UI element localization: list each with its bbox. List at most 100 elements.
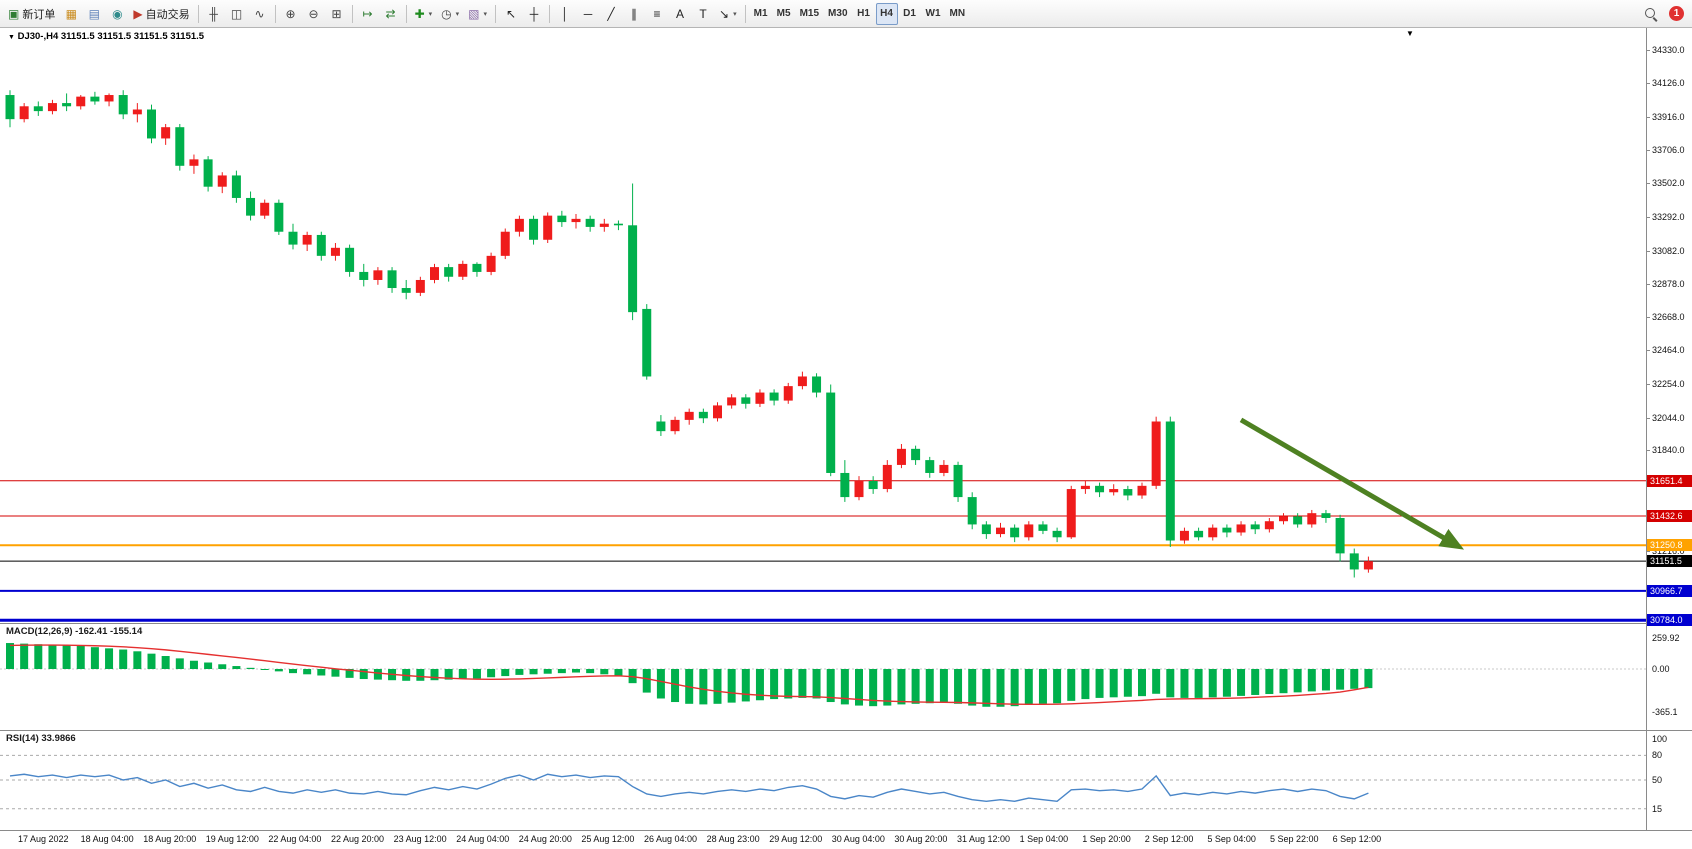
candle-body [514, 218, 524, 232]
price-axis[interactable] [1646, 28, 1692, 831]
timeframe-button-d1[interactable]: D1 [903, 8, 916, 19]
macd-histogram-bar [1321, 669, 1330, 691]
arrows-button[interactable]: ↘ ▾ [715, 3, 741, 25]
text-button[interactable]: A [669, 3, 691, 25]
macd-histogram-bar [218, 664, 227, 669]
trendline-button[interactable]: ╱ [600, 3, 622, 25]
indicators-button[interactable]: ✚ ▾ [411, 3, 437, 25]
macd-histogram-bar [189, 660, 198, 669]
time-axis-label: 30 Aug 04:00 [831, 834, 885, 844]
fibonacci-button[interactable]: ≡ [646, 3, 668, 25]
label-button[interactable]: T [692, 3, 714, 25]
candle-body [996, 527, 1005, 535]
time-axis-label: 6 Sep 12:00 [1332, 834, 1382, 844]
price-axis-label: 31840.0 [1652, 445, 1685, 456]
rsi-scale-label: 50 [1652, 775, 1663, 785]
symbol-menu-icon[interactable]: ▼ [8, 34, 15, 41]
timeframe-button-h1[interactable]: H1 [857, 8, 870, 19]
ohlc-bar-chart-button[interactable]: ╫ [203, 3, 225, 25]
price-axis-label: 33082.0 [1652, 245, 1685, 256]
time-axis[interactable]: 17 Aug 2022 18 Aug 04:00 18 Aug 20:00 19 Au… [0, 831, 1692, 849]
candle-body [911, 448, 921, 461]
candle-body [1123, 489, 1133, 496]
timeframe-button-m5[interactable]: M5 [776, 8, 791, 19]
chart-shift-button[interactable]: ⇄ [380, 3, 402, 25]
macd-histogram-bar [430, 669, 439, 681]
macd-histogram-bar [246, 667, 255, 669]
search-button[interactable] [1640, 3, 1662, 25]
sound-button[interactable]: ◉ [106, 3, 128, 25]
macd-histogram-bar [1293, 669, 1302, 693]
macd-scale-label: 0.00 [1652, 664, 1670, 674]
price-axis-tick [1646, 550, 1650, 552]
candle-body [868, 481, 878, 490]
dropdown-arrow-icon[interactable]: ▾ [483, 10, 488, 18]
notification-badge[interactable]: 1 [1669, 6, 1684, 21]
rsi-scale-label: 15 [1652, 803, 1663, 814]
time-axis-label: 17 Aug 2022 [18, 834, 69, 844]
dropdown-arrow-icon[interactable]: ▾ [428, 10, 433, 18]
price-level-chip: 30784.0 [1647, 614, 1692, 627]
auto-trading-button[interactable]: ▶ 自动交易 [129, 3, 193, 25]
trend-arrow-annotation[interactable] [1239, 417, 1465, 550]
dropdown-arrow-icon[interactable]: ▾ [733, 10, 737, 18]
timeframe-button-m1[interactable]: M1 [753, 8, 768, 19]
scroll-to-end-marker[interactable]: ▼ [1406, 29, 1414, 38]
auto-scroll-button[interactable]: ↦ [357, 3, 379, 25]
price-level-chip: 31651.4 [1647, 474, 1692, 487]
candle-body [1250, 524, 1260, 530]
periods-button[interactable]: ◷ ▾ [437, 3, 463, 25]
horizontal-line-button[interactable]: ─ [577, 3, 599, 25]
charts-button[interactable]: ▦ [60, 3, 82, 25]
candle-body [939, 464, 949, 473]
candle-body [486, 255, 496, 272]
candle-body [670, 419, 680, 432]
macd-histogram-bar [501, 669, 510, 677]
time-axis-label: 1 Sep 20:00 [1082, 834, 1131, 844]
zoom-out-button[interactable]: ⊖ [303, 3, 325, 25]
candle-body [755, 392, 765, 404]
macd-histogram-bar [897, 669, 906, 705]
timeframe-button-mn[interactable]: MN [949, 8, 966, 19]
dropdown-arrow-icon[interactable]: ▾ [455, 10, 460, 18]
candle-body [1349, 553, 1359, 570]
profiles-button[interactable]: ▤ [83, 3, 105, 25]
time-axis-label: 23 Aug 12:00 [393, 834, 447, 844]
candle-body [1321, 513, 1331, 518]
candle-body [217, 175, 227, 187]
cursor-button[interactable]: ↖ [500, 3, 522, 25]
timeframe-button-w1[interactable]: W1 [925, 8, 941, 19]
timeframe-button-h4[interactable]: H4 [875, 2, 898, 25]
price-axis-tick [1646, 250, 1650, 252]
time-axis-label: 18 Aug 04:00 [80, 834, 134, 844]
time-axis-label: 28 Aug 23:00 [706, 834, 760, 844]
timeframe-button-m15[interactable]: M15 [799, 8, 820, 19]
line-chart-button[interactable]: ∿ [249, 3, 271, 25]
price-axis-tick [1646, 150, 1650, 152]
candlestick-icon: ◫ [230, 6, 243, 21]
channel-button[interactable]: ∥ [623, 3, 645, 25]
tile-windows-button[interactable]: ⊞ [326, 3, 348, 25]
timeframe-button-m30[interactable]: M30 [828, 8, 848, 19]
candle-body [981, 524, 991, 535]
macd-histogram-bar [1180, 669, 1189, 698]
vertical-line-button[interactable]: │ [554, 3, 576, 25]
price-level-chip: 30966.7 [1647, 584, 1692, 597]
crosshair-button[interactable]: ┼ [523, 3, 545, 25]
new-order-button[interactable]: ▣ 新订单 [4, 3, 59, 25]
candle-body [316, 234, 326, 256]
macd-histogram-bar [656, 669, 665, 699]
macd-histogram-bar [331, 669, 340, 677]
macd-histogram-bar [373, 669, 382, 680]
panel-separator[interactable] [0, 730, 1692, 731]
macd-histogram-bar [204, 662, 213, 669]
zoom-in-button[interactable]: ⊕ [280, 3, 302, 25]
candle-body [90, 96, 100, 102]
templates-button[interactable]: ▧ ▾ [464, 3, 491, 25]
price-axis-label: 32464.0 [1652, 345, 1685, 356]
fibonacci-icon: ≡ [653, 6, 661, 21]
candle-body [345, 247, 355, 272]
candlestick-chart-button[interactable]: ◫ [226, 3, 248, 25]
time-axis-label: 31 Aug 12:00 [957, 834, 1011, 844]
panel-separator[interactable] [0, 623, 1692, 624]
